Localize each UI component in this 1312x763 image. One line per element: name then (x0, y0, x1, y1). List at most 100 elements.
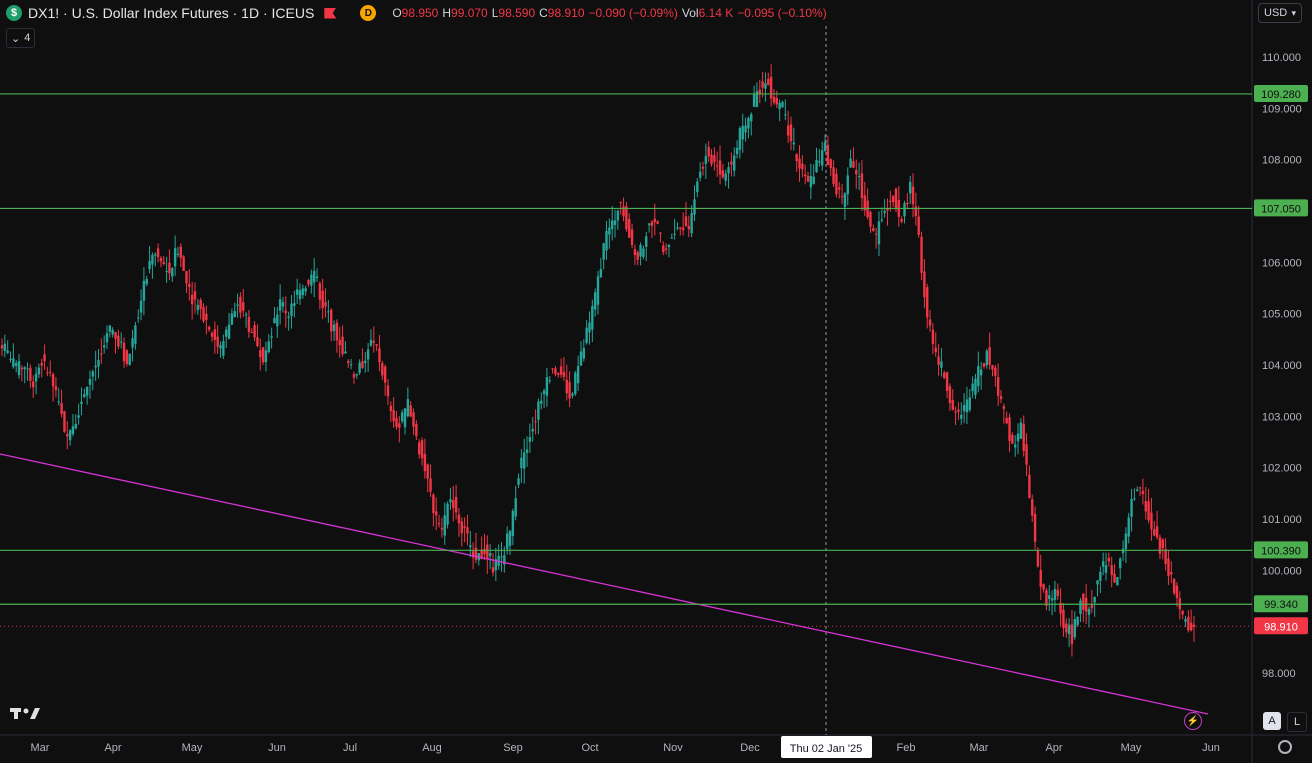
indicators-toggle[interactable]: ⌄ 4 (6, 28, 36, 48)
candle-body (63, 411, 66, 432)
candle-body (471, 551, 475, 558)
candle-body (965, 399, 969, 413)
candle-body (469, 545, 472, 547)
candle-body (420, 440, 424, 459)
candle (1101, 552, 1105, 576)
candle-body (168, 262, 171, 274)
candle (818, 149, 821, 167)
candle (156, 243, 160, 263)
currency-select[interactable]: USD ▾ (1258, 3, 1302, 23)
symbol-title[interactable]: DX1! · U.S. Dollar Index Futures · 1D · … (28, 5, 315, 21)
candle (681, 212, 685, 236)
candle-body (32, 381, 35, 388)
candle (43, 344, 46, 370)
candle (335, 319, 339, 353)
candle (687, 215, 691, 238)
candle-body (1161, 539, 1164, 549)
candle-body (971, 383, 974, 392)
candle-body (321, 290, 324, 309)
candle-body (568, 382, 571, 399)
candle (903, 200, 906, 224)
candle (1042, 583, 1045, 593)
candle (469, 530, 472, 558)
candle (523, 438, 526, 484)
candle (585, 320, 588, 345)
candle-body (795, 154, 798, 162)
x-tick-label: Oct (581, 742, 598, 754)
candle (46, 366, 49, 377)
candle-body (156, 248, 160, 258)
candle (1096, 580, 1099, 597)
candle (1184, 615, 1187, 627)
candle (602, 242, 605, 270)
candle-body (693, 199, 696, 215)
candle (423, 438, 427, 479)
candle-body (364, 360, 367, 363)
candle-body (74, 424, 77, 429)
candle (860, 160, 864, 212)
candle-body (344, 351, 347, 354)
candle (537, 398, 540, 435)
candle (403, 408, 407, 435)
d-badge-icon[interactable]: D (360, 5, 377, 21)
candle-body (645, 236, 648, 247)
candle-body (120, 341, 123, 343)
candle (758, 79, 761, 104)
candle (125, 349, 129, 367)
candle (17, 354, 21, 379)
candle (897, 185, 901, 227)
auto-scale-button[interactable]: A (1263, 712, 1281, 730)
candle (525, 436, 529, 467)
candle-body (505, 533, 509, 550)
candle-body (673, 233, 676, 235)
candle (684, 201, 688, 227)
candle (1150, 497, 1153, 541)
candle (588, 311, 591, 345)
candle (1045, 587, 1048, 611)
candle-body (1059, 602, 1062, 614)
candle (318, 281, 322, 310)
candle (988, 332, 991, 370)
chevron-down-icon: ⌄ (11, 32, 21, 45)
candle-body (264, 350, 268, 363)
candle-body (9, 358, 12, 361)
candle (338, 326, 341, 358)
candle (659, 232, 662, 243)
candle (244, 311, 248, 328)
candle-body (1082, 593, 1085, 610)
candle (696, 178, 699, 198)
candle (256, 324, 259, 348)
candle (591, 299, 594, 342)
candle-body (437, 523, 441, 525)
flag-icon[interactable] (324, 7, 337, 19)
candle (77, 403, 80, 425)
candle (242, 288, 245, 318)
candle-body (1175, 585, 1179, 599)
settings-gear-icon[interactable] (1278, 740, 1292, 754)
candle (449, 487, 452, 510)
candle (202, 303, 205, 324)
log-scale-button[interactable]: L (1287, 712, 1307, 732)
candle-body (173, 248, 177, 267)
candle-body (988, 347, 991, 365)
candle-body (315, 276, 319, 279)
candle-body (1189, 622, 1193, 631)
candle-body (872, 228, 875, 231)
candle (698, 162, 702, 182)
candle-body (432, 494, 435, 513)
candle-body (545, 377, 549, 396)
candle (1019, 418, 1023, 439)
candle (435, 497, 438, 531)
candle-body (1096, 580, 1099, 585)
candle-body (602, 243, 605, 260)
candle (693, 185, 696, 221)
candle-body (744, 125, 747, 133)
x-tick-label: Jul (343, 742, 357, 754)
candle (1033, 506, 1037, 550)
candle-body (1025, 444, 1028, 465)
candle-body (534, 421, 537, 423)
lightning-icon[interactable]: ⚡ (1184, 712, 1202, 730)
tradingview-logo[interactable] (10, 706, 40, 725)
candle (145, 275, 148, 287)
